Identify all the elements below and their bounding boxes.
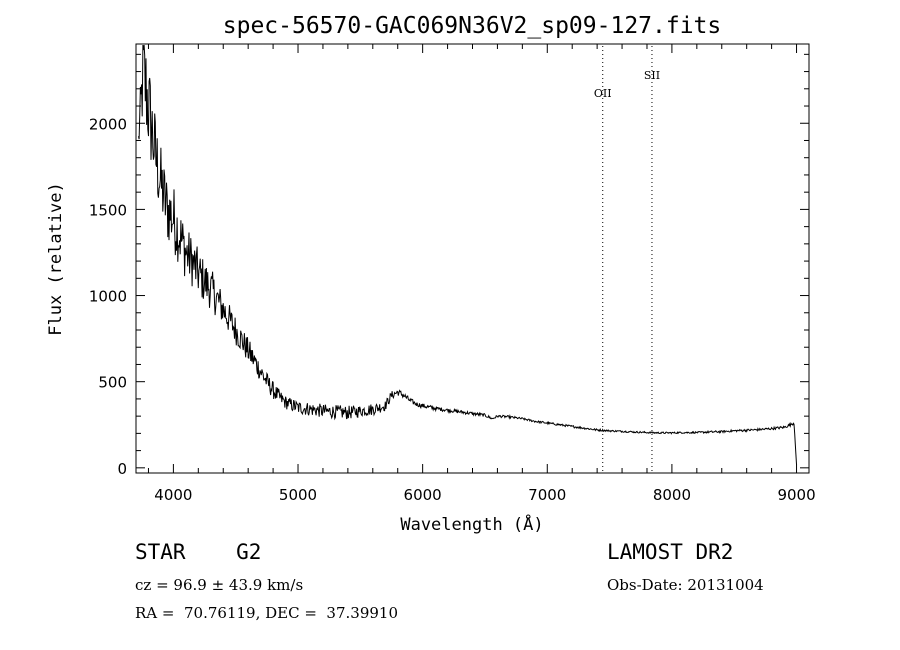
x-tick-label: 5000 xyxy=(279,486,317,504)
axis-ticks: 4000 5000 6000 7000 8000 9000 0 500 1000 1500 2000 xyxy=(89,44,816,504)
coordinates: RA = 70.76119, DEC = 37.39910 xyxy=(135,604,399,622)
x-tick-label: 4000 xyxy=(154,486,192,504)
line-marker-label: SII xyxy=(644,69,660,82)
x-tick-label: 8000 xyxy=(653,486,691,504)
object-class: STAR G2 xyxy=(135,540,262,564)
plot-frame xyxy=(135,43,810,474)
y-tick-label: 1000 xyxy=(89,288,127,306)
observation-date: Obs-Date: 20131004 xyxy=(607,576,764,594)
survey-name: LAMOST DR2 xyxy=(607,540,734,564)
y-axis-label: Flux (relative) xyxy=(46,182,66,336)
x-tick-label: 9000 xyxy=(777,486,815,504)
spectrum-line xyxy=(138,44,797,465)
y-tick-label: 0 xyxy=(117,460,127,478)
y-tick-label: 2000 xyxy=(89,115,127,133)
redshift-velocity: cz = 96.9 ± 43.9 km/s xyxy=(135,576,304,594)
y-tick-label: 1500 xyxy=(89,201,127,219)
line-markers: OII SII xyxy=(594,46,660,472)
x-tick-label: 7000 xyxy=(528,486,566,504)
chart-title: spec-56570-GAC069N36V2_sp09-127.fits xyxy=(223,13,722,39)
line-marker-label: OII xyxy=(594,87,612,100)
x-axis-label: Wavelength (Å) xyxy=(400,513,543,535)
x-tick-label: 6000 xyxy=(404,486,442,504)
y-tick-label: 500 xyxy=(98,374,127,392)
